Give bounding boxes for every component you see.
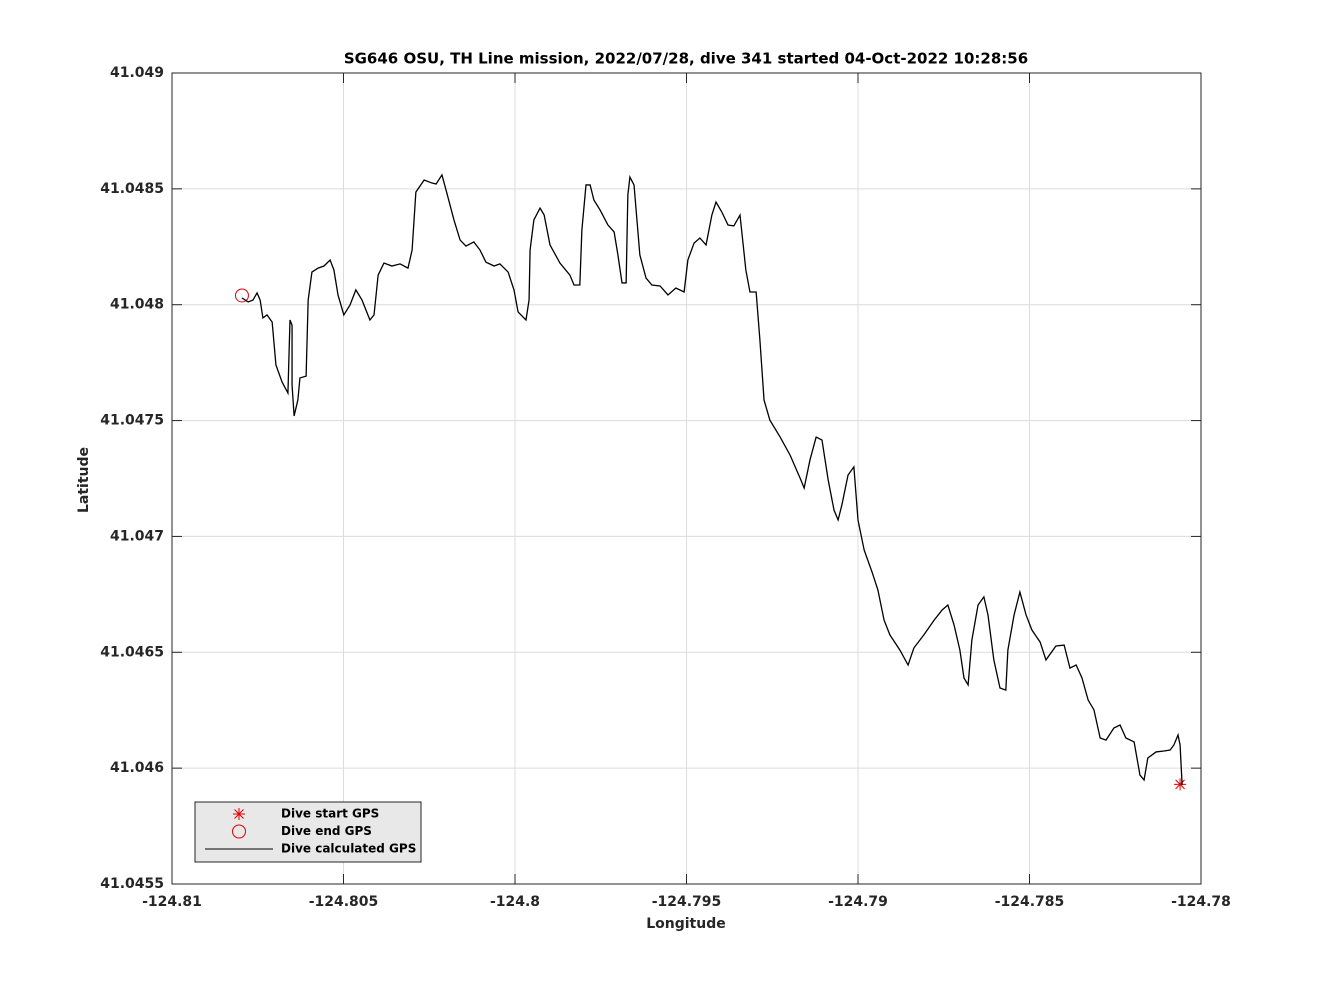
marker-stroke — [1175, 779, 1185, 790]
x-tick-label: -124.78 — [1171, 894, 1231, 910]
y-tick-label: 41.0475 — [100, 413, 164, 429]
marker-stroke — [234, 809, 244, 819]
gps-track — [241, 173, 1183, 786]
start-marker — [1174, 778, 1187, 791]
legend-label: Dive calculated GPS — [281, 842, 416, 856]
x-tick-label: -124.785 — [995, 894, 1065, 910]
x-tick-label: -124.8 — [490, 894, 540, 910]
end-marker — [234, 288, 249, 303]
y-tick-label: 41.046 — [110, 760, 164, 776]
x-axis-label: Longitude — [646, 916, 726, 932]
legend: Dive start GPS Dive end GPS Dive calculate… — [194, 801, 422, 863]
axes-box — [171, 72, 1202, 885]
legend-marker — [233, 808, 245, 820]
legend-marker — [232, 824, 246, 839]
chart-title: SG646 OSU, TH Line mission, 2022/07/28, … — [344, 50, 1028, 68]
y-tick-label: 41.0485 — [100, 181, 164, 197]
y-tick-label: 41.049 — [110, 65, 164, 81]
x-tick-label: -124.795 — [652, 894, 722, 910]
y-tick-label: 41.047 — [110, 528, 164, 544]
x-tick-label: -124.805 — [309, 894, 379, 910]
legend-label: Dive start GPS — [281, 807, 379, 821]
x-tick-label: -124.81 — [142, 894, 202, 910]
legend-label: Dive end GPS — [281, 824, 372, 838]
y-tick-label: 41.0465 — [100, 644, 164, 660]
y-tick-label: 41.048 — [110, 297, 164, 313]
x-tick-label: -124.79 — [828, 894, 888, 910]
y-axis-label: Latitude — [76, 447, 92, 513]
y-tick-label: 41.0455 — [100, 876, 164, 892]
